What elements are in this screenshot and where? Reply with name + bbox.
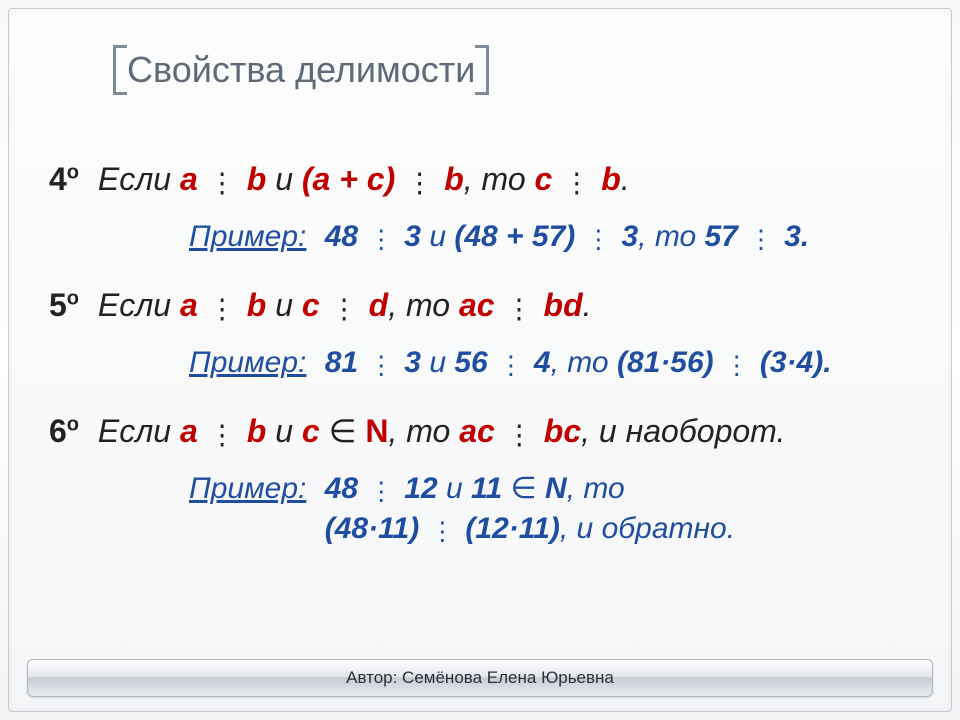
ordinal-6: 6о xyxy=(49,413,79,449)
var-c: c xyxy=(535,161,553,197)
num: 56 xyxy=(454,346,487,379)
num: 48 xyxy=(325,472,358,505)
divides-icon xyxy=(329,291,360,323)
rule-5: 5о Если a b и c d, то ac bd. Пример: 81 … xyxy=(49,285,911,383)
slide-title: Свойства делимости xyxy=(117,45,485,95)
num: 81 xyxy=(325,346,358,379)
divides-icon xyxy=(428,516,458,546)
divides-icon xyxy=(561,165,592,197)
num: 48 xyxy=(325,220,358,253)
rule-6-statement: 6о Если a b и c ∈ N, то ac bc, и наоборо… xyxy=(49,411,911,453)
text: . xyxy=(621,161,630,197)
divides-icon xyxy=(366,350,396,380)
divides-icon xyxy=(504,417,535,449)
title-bracket-right xyxy=(475,45,489,95)
rule-6: 6о Если a b и c ∈ N, то ac bc, и наоборо… xyxy=(49,411,911,550)
ordinal-4: 4о xyxy=(49,161,79,197)
title-bracket-left xyxy=(113,45,127,95)
num: 3 xyxy=(404,220,421,253)
num: 3 xyxy=(404,346,421,379)
num: (12·11) xyxy=(465,512,559,545)
text: , то xyxy=(464,161,535,197)
divides-icon xyxy=(366,476,396,506)
var-a: a xyxy=(180,161,198,197)
set-N: N xyxy=(365,413,388,449)
var-sum: (a + c) xyxy=(302,161,395,197)
text: , и наоборот. xyxy=(581,413,785,449)
var-b: b xyxy=(247,287,267,323)
var-bc: bc xyxy=(544,413,581,449)
num: (3·4) xyxy=(760,346,823,379)
num: 11 xyxy=(471,472,502,505)
var-a: a xyxy=(180,287,198,323)
var-c: c xyxy=(302,287,320,323)
slide-frame: Свойства делимости 4о Если a b и (a + c)… xyxy=(8,8,952,712)
divides-icon xyxy=(207,165,238,197)
example-label: Пример: xyxy=(189,472,306,505)
ordinal-5: 5о xyxy=(49,287,79,323)
var-ac: ac xyxy=(459,413,495,449)
example-label: Пример: xyxy=(189,220,306,253)
footer-text: Автор: Семёнова Елена Юрьевна xyxy=(346,668,614,688)
example-label: Пример: xyxy=(189,346,306,379)
var-b: b xyxy=(601,161,621,197)
num: 3 xyxy=(621,220,638,253)
divides-icon xyxy=(746,224,776,254)
divides-icon xyxy=(207,291,238,323)
title-text: Свойства делимости xyxy=(127,49,475,90)
divides-icon xyxy=(366,224,396,254)
divides-icon xyxy=(503,291,534,323)
num: 57 xyxy=(705,220,738,253)
text: Если xyxy=(98,161,180,197)
divides-icon xyxy=(404,165,435,197)
set-N: N xyxy=(545,472,567,505)
title-container: Свойства делимости xyxy=(117,45,485,95)
num: 12 xyxy=(404,472,437,505)
num: (48 + 57) xyxy=(454,220,575,253)
rule-4-statement: 4о Если a b и (a + c) b, то c b. xyxy=(49,159,911,201)
divides-icon xyxy=(584,224,614,254)
text: , и обратно. xyxy=(560,512,735,545)
num: 3 xyxy=(784,220,801,253)
var-b: b xyxy=(247,161,267,197)
num: 4 xyxy=(534,346,551,379)
var-bd: bd xyxy=(544,287,583,323)
rule-5-example: Пример: 81 3 и 56 4, то (81·56) (3·4). xyxy=(189,343,911,384)
var-ac: ac xyxy=(459,287,495,323)
var-a: a xyxy=(180,413,198,449)
footer-bar: Автор: Семёнова Елена Юрьевна xyxy=(27,659,933,697)
num: (48·11) xyxy=(325,512,419,545)
rule-6-example: Пример: 48 12 и 11 ∈ N, то Пример: (48·1… xyxy=(189,469,911,550)
var-c: c xyxy=(302,413,320,449)
num: (81·56) xyxy=(617,346,714,379)
rule-5-statement: 5о Если a b и c d, то ac bd. xyxy=(49,285,911,327)
rule-4-example: Пример: 48 3 и (48 + 57) 3, то 57 3. xyxy=(189,217,911,258)
divides-icon xyxy=(207,417,238,449)
var-d: d xyxy=(369,287,389,323)
divides-icon xyxy=(496,350,526,380)
text: и xyxy=(275,161,302,197)
content-area: 4о Если a b и (a + c) b, то c b. Пример:… xyxy=(49,159,911,578)
var-b: b xyxy=(444,161,464,197)
divides-icon xyxy=(722,350,752,380)
rule-4: 4о Если a b и (a + c) b, то c b. Пример:… xyxy=(49,159,911,257)
var-b: b xyxy=(247,413,267,449)
